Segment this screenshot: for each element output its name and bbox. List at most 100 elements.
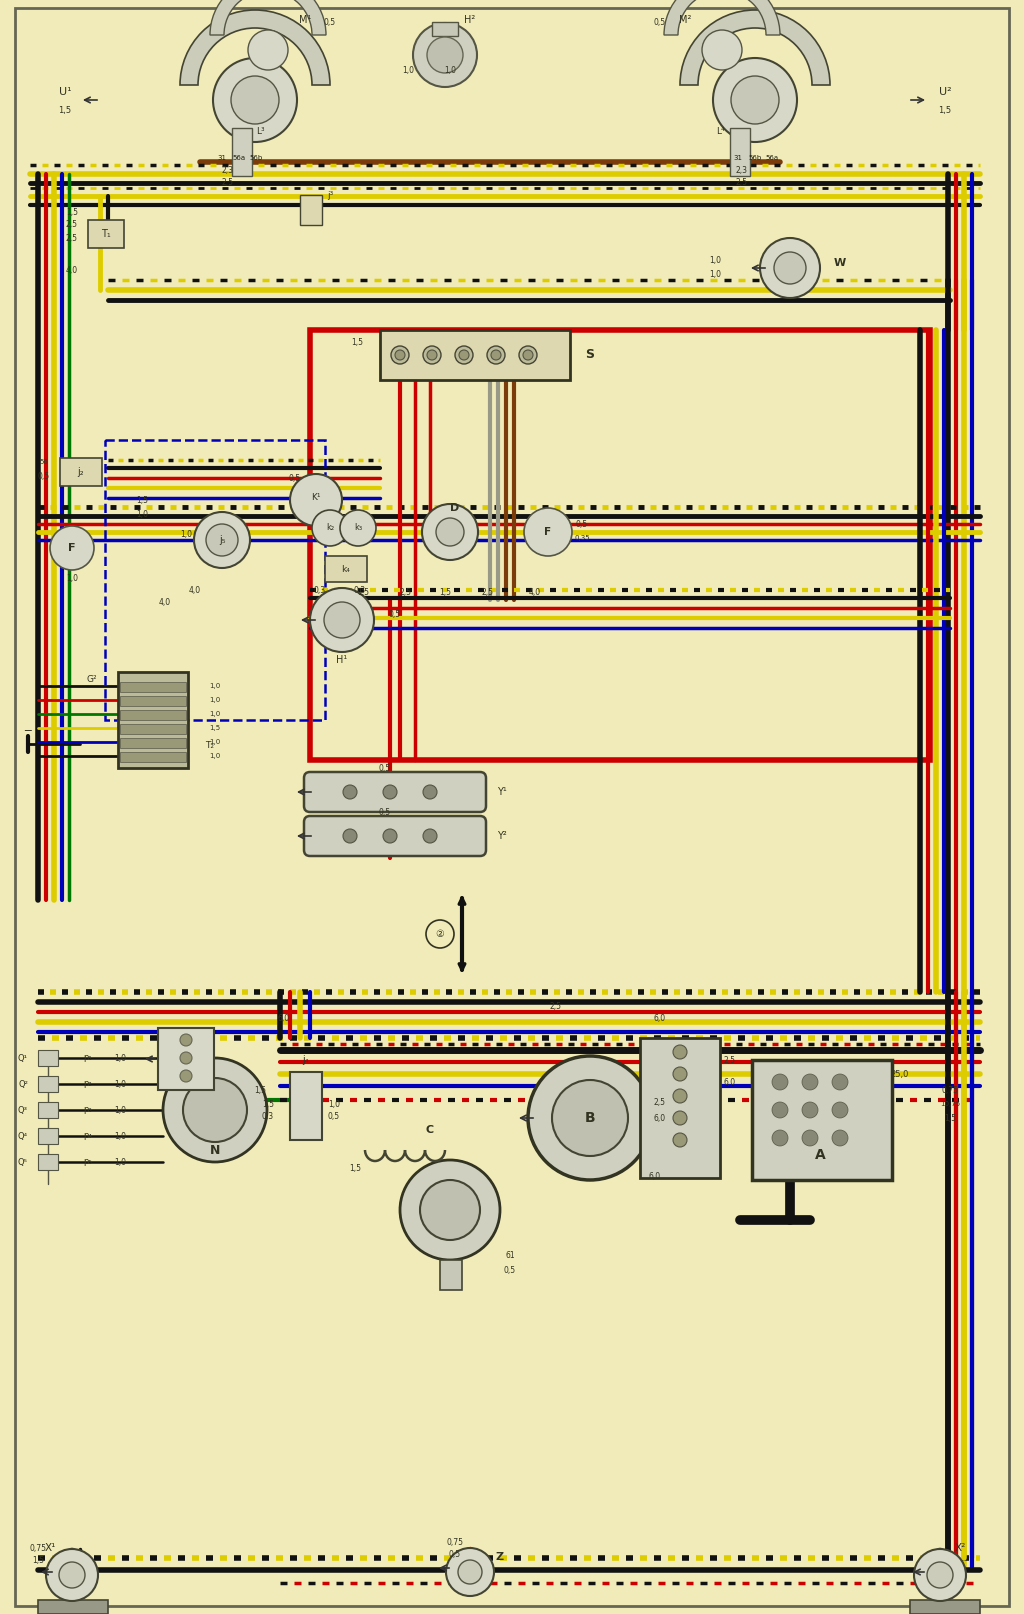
Text: 6,0: 6,0 <box>654 1114 666 1122</box>
Text: 4,0: 4,0 <box>529 587 541 597</box>
Text: Y¹: Y¹ <box>497 788 507 797</box>
Circle shape <box>422 504 478 560</box>
Text: p₂: p₂ <box>84 1080 92 1088</box>
Circle shape <box>248 31 288 69</box>
Text: 31: 31 <box>733 155 742 161</box>
Bar <box>38 1102 58 1119</box>
Circle shape <box>455 345 473 365</box>
Text: 2,5: 2,5 <box>549 1002 561 1010</box>
Circle shape <box>459 350 469 360</box>
Circle shape <box>446 1548 494 1596</box>
Circle shape <box>183 1078 247 1143</box>
Text: X¹: X¹ <box>44 1543 55 1553</box>
Text: 2,5: 2,5 <box>736 178 748 187</box>
Circle shape <box>206 525 238 555</box>
Text: 1,0: 1,0 <box>209 697 220 704</box>
Text: Q⁴: Q⁴ <box>17 1131 28 1141</box>
Text: 1,5: 1,5 <box>32 1556 44 1564</box>
Text: 0,3: 0,3 <box>314 586 326 594</box>
Circle shape <box>213 58 297 142</box>
Text: 4,0: 4,0 <box>159 597 171 607</box>
Text: 2,5: 2,5 <box>66 220 78 229</box>
Bar <box>38 1077 58 1093</box>
Text: F: F <box>69 542 76 554</box>
Text: T₁: T₁ <box>101 229 111 239</box>
Circle shape <box>310 587 374 652</box>
Circle shape <box>340 510 376 546</box>
Text: j₄: j₄ <box>303 1056 309 1065</box>
Text: D: D <box>451 504 460 513</box>
Bar <box>232 128 252 176</box>
Bar <box>120 696 186 705</box>
Bar <box>910 1599 980 1614</box>
Circle shape <box>423 784 437 799</box>
Circle shape <box>831 1130 848 1146</box>
Circle shape <box>831 1102 848 1119</box>
Text: 2,3: 2,3 <box>222 166 234 174</box>
Text: 2,5: 2,5 <box>222 178 234 187</box>
Circle shape <box>914 1549 966 1601</box>
Text: F: F <box>545 528 552 537</box>
Text: Y²: Y² <box>497 831 507 841</box>
Circle shape <box>772 1073 788 1089</box>
Text: K¹: K¹ <box>311 494 321 502</box>
Bar <box>730 128 750 176</box>
Circle shape <box>427 350 437 360</box>
Text: 2,5: 2,5 <box>66 234 78 242</box>
Bar <box>310 329 930 760</box>
Text: 0,5: 0,5 <box>328 1112 340 1120</box>
Bar <box>38 1051 58 1065</box>
Text: C: C <box>426 1125 434 1135</box>
Circle shape <box>343 830 357 843</box>
Text: W: W <box>834 258 846 268</box>
Text: 0,35: 0,35 <box>574 534 590 541</box>
Text: ②: ② <box>435 930 444 939</box>
Text: 0,75: 0,75 <box>30 1543 46 1553</box>
Text: p₅: p₅ <box>84 1157 92 1167</box>
Text: 4,0: 4,0 <box>189 586 201 594</box>
Circle shape <box>831 1073 848 1089</box>
Bar <box>440 1261 462 1290</box>
Text: 0,5: 0,5 <box>389 610 401 618</box>
Circle shape <box>324 602 360 638</box>
Text: 56a: 56a <box>765 155 778 161</box>
Text: 0,5: 0,5 <box>38 471 50 481</box>
Text: 0,5: 0,5 <box>654 18 666 26</box>
Circle shape <box>194 512 250 568</box>
Text: p₄: p₄ <box>84 1131 92 1141</box>
Text: S: S <box>586 349 595 362</box>
Text: 1,5: 1,5 <box>58 105 72 115</box>
Circle shape <box>772 1130 788 1146</box>
Wedge shape <box>180 10 330 86</box>
Bar <box>290 1072 322 1139</box>
Bar <box>120 683 186 692</box>
Text: p₃: p₃ <box>84 1106 92 1115</box>
Text: Q³: Q³ <box>18 1106 28 1115</box>
Text: 1,0: 1,0 <box>114 1106 126 1115</box>
Text: 1,5: 1,5 <box>349 1164 361 1172</box>
Bar <box>60 458 102 486</box>
Text: Q¹: Q¹ <box>18 1054 28 1062</box>
Text: Z: Z <box>496 1553 504 1562</box>
FancyBboxPatch shape <box>304 817 486 855</box>
Text: U²: U² <box>939 87 951 97</box>
Circle shape <box>552 1080 628 1156</box>
Circle shape <box>673 1110 687 1125</box>
Bar <box>120 710 186 720</box>
Circle shape <box>673 1067 687 1081</box>
Circle shape <box>423 345 441 365</box>
Circle shape <box>231 76 279 124</box>
Text: Q⁵: Q⁵ <box>18 1157 28 1167</box>
Text: p₁: p₁ <box>84 1054 92 1062</box>
Circle shape <box>523 350 534 360</box>
Text: 1,5: 1,5 <box>938 105 951 115</box>
Text: M²: M² <box>679 15 691 24</box>
Circle shape <box>427 37 463 73</box>
Text: 0,75: 0,75 <box>941 1086 958 1094</box>
Text: 0,5: 0,5 <box>289 473 301 483</box>
Text: 2,5: 2,5 <box>481 587 493 597</box>
Bar <box>120 752 186 762</box>
Text: 1,5: 1,5 <box>262 1099 274 1109</box>
Text: 1,5: 1,5 <box>357 587 369 597</box>
Text: 1,0: 1,0 <box>180 529 193 539</box>
